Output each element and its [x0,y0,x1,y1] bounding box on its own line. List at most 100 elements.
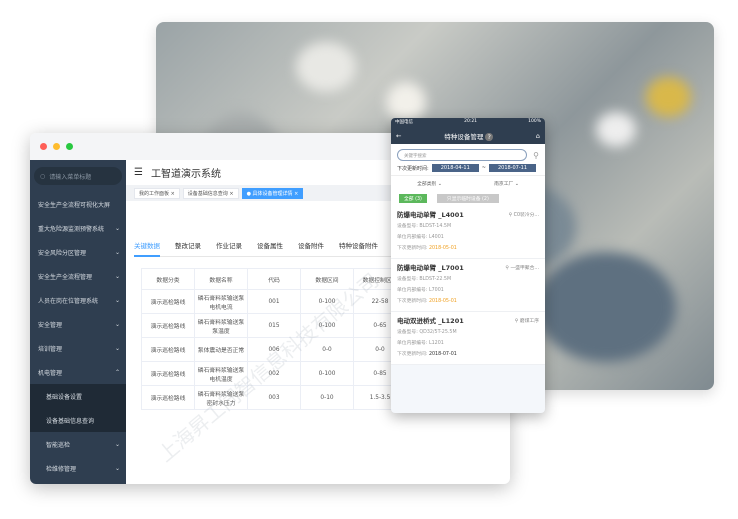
filter-label: 南京工厂 [494,182,514,187]
code-label: 单位内部编号: [397,288,428,293]
table-cell: 泵体震动是否正常 [194,337,248,362]
label: 设备基础信息查询 [46,417,95,425]
next-date: 2018-05-01 [428,246,457,251]
search-icon: ○ [40,172,46,180]
chevron-up-icon: ⌃ [114,368,120,376]
label: 检维修管理 [46,465,77,473]
table-cell: 003 [247,385,301,410]
model-label: 设备型号: [397,277,418,282]
tag-item-active[interactable]: ● 具体设备管理详情 × [241,187,304,199]
code: L1201 [428,341,444,346]
tab[interactable]: 设备属性 [257,242,283,250]
label: 培训管理 [38,345,63,353]
tab[interactable]: 整改记录 [175,242,201,250]
sidebar-item[interactable]: 安全风险分区管理 ⌄ [30,240,126,264]
tag-item[interactable]: 设备基础信息查询 × [182,187,239,199]
col-header: 代码 [247,268,301,290]
equipment-card[interactable]: 防爆电动单臂 _L4001 ⚲ C0装冷分... 设备型号: BLDST-14.5… [391,206,545,259]
table-row: 演示巡检路线 磷石膏料浆输送泵密封水压力 003 0-10 1.5-3.5 [141,385,407,410]
location-pin-icon: ⚲ [514,319,519,324]
sidebar-item[interactable]: 人员在岗在位管理系统 ⌄ [30,288,126,312]
data-table: 数据分类 数据名称 代码 数据区间 数据控制区间 演示巡检路线 磷石膏料浆输送泵电机电流 0… [141,268,407,410]
nav-title: 特种设备管理 [444,132,484,141]
table-cell: 006 [247,337,301,362]
col-header: 数据区间 [300,268,354,290]
sidebar-subitem[interactable]: 基础设备设置 [30,384,126,408]
menu-search-input[interactable]: ○ 请输入菜单标题 [34,167,122,185]
label: 安全风险分区管理 [38,249,87,257]
date-label: 下次更新时间: [397,165,429,172]
tab[interactable]: 作业记录 [216,242,242,250]
date-to[interactable]: 2018-07-11 [488,164,537,172]
help-icon[interactable]: ? [485,132,493,141]
label: 基础设备设置 [46,393,83,401]
label: 安全生产全流程可视化大屏 [38,201,111,209]
table-cell: 0-100 [300,361,354,386]
home-icon[interactable]: ⌂ [535,131,540,140]
search-input[interactable]: 关键字搜索 [397,149,528,161]
table-cell: 磷石膏料浆输送泵密封水压力 [194,385,248,410]
location-pin-icon: ⚲ [508,213,513,218]
all-button[interactable]: 全部 (3) [399,194,427,203]
chevron-down-icon: ⌄ [114,224,120,232]
close-dot[interactable] [40,143,47,150]
sidebar-item[interactable]: 重大危险源监测预警系统 ⌄ [30,216,126,240]
table-cell: 0-10 [300,385,354,410]
table-cell: 0-0 [300,337,354,362]
location: 一盛甲聚合... [510,266,539,271]
search-icon[interactable]: ⚲ [533,150,539,160]
sidebar-item[interactable]: 安全生产全流程可视化大屏 [30,192,126,216]
time: 20:21 [464,119,478,124]
label: 机电管理 [38,369,63,377]
label: 安全管理 [38,321,63,329]
table-cell: 演示巡检路线 [141,361,195,386]
sidebar-item[interactable]: 培训管理 ⌄ [30,336,126,360]
chevron-down-icon: ⌄ [114,248,120,256]
equipment-card[interactable]: 防爆电动单臂 _L7001 ⚲ 一盛甲聚合... 设备型号: BLDST-22.5… [391,259,545,312]
sidebar-item[interactable]: 检维修管理 ⌄ [30,456,126,480]
tab[interactable]: 关键数据 [134,240,160,257]
tag-label: 我的工作面板 [139,190,170,197]
col-header: 数据分类 [141,268,195,290]
tag-item[interactable]: 我的工作面板 × [134,187,180,199]
temp-only-button[interactable]: 只显示临时设备 (2) [436,194,499,203]
maximize-dot[interactable] [66,143,73,150]
menu-toggle-icon[interactable]: ☰ [134,167,143,178]
sidebar-item[interactable]: 安全生产全流程管理 ⌄ [30,264,126,288]
page-title: 工智道演示系统 [150,169,221,180]
tab[interactable]: 特种设备附件 [339,242,378,250]
tag-label: 设备基础信息查询 [187,190,228,197]
chevron-down-icon: ⌄ [114,464,120,472]
sidebar-item[interactable]: 机电管理 ⌃ [30,360,126,384]
date-from[interactable]: 2018-04-11 [431,164,479,172]
table-cell: 0-100 [300,289,354,314]
equipment-name: 防爆电动单臂 _L4001 [397,211,464,219]
code: L7001 [428,288,444,293]
tab[interactable]: 设备附件 [298,242,324,250]
chevron-down-icon: ⌄ [114,320,120,328]
model: QD32/5T-25.5M [419,330,457,335]
table-cell: 015 [247,313,301,338]
type-filter[interactable]: 全部类别 ⌄ [417,182,442,187]
search-placeholder: 请输入菜单标题 [49,173,92,181]
factory-filter[interactable]: 南京工厂 ⌄ [494,182,519,187]
table-cell: 磷石膏料浆输送泵电机温度 [194,361,248,386]
table-row: 演示巡检路线 磷石膏料浆输送泵电机电流 001 0-100 22-58 [141,289,407,314]
chevron-down-icon: ⌄ [114,344,120,352]
equipment-card[interactable]: 电动双进桥式 _L1201 ⚲ 磨煤工序 设备型号: QD32/5T-25.5M … [391,312,545,365]
status-bar: 中国电信 20:21 100% [391,118,545,127]
col-header: 数据名称 [194,268,248,290]
table-cell: 演示巡检路线 [141,337,195,362]
date-sep: ~ [481,165,486,171]
back-arrow-icon[interactable]: ← [396,131,402,140]
minimize-dot[interactable] [53,143,60,150]
phone-screen: 中国电信 20:21 100% ← 特种设备管理 ? ⌂ 关键字搜索 ⚲ 下次更新时间: 2… [391,118,545,413]
table-row: 演示巡检路线 泵体震动是否正常 006 0-0 0-0 [141,337,407,362]
table-cell: 0-100 [300,313,354,338]
sidebar-subitem[interactable]: 设备基础信息查询 [30,408,126,432]
sidebar-item[interactable]: 智能巡检 ⌄ [30,432,126,456]
tag-label: 具体设备管理详情 [252,190,293,197]
sidebar-item[interactable]: 安全管理 ⌄ [30,312,126,336]
model: BLDST-14.5M [419,224,452,229]
